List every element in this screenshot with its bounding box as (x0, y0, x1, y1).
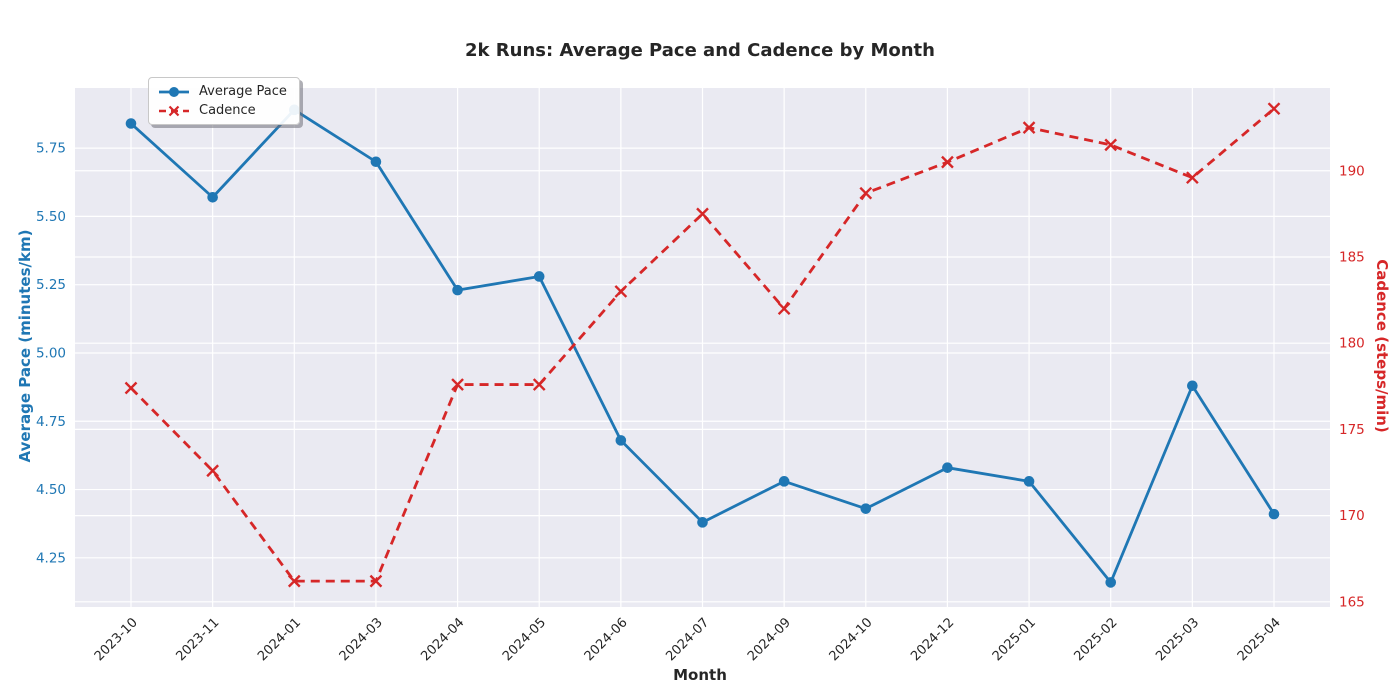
pace-marker (860, 503, 872, 514)
pace-marker (1187, 380, 1198, 392)
y-tick-label-right: 190 (1339, 163, 1365, 179)
y-tick-label-left: 5.00 (36, 345, 66, 361)
cadence-marker (124, 381, 138, 395)
pace-marker (370, 156, 382, 168)
y-tick-label-right: 185 (1339, 249, 1365, 265)
x-tick-label: 2024-07 (663, 615, 712, 664)
y-tick-label-right: 175 (1339, 422, 1365, 438)
legend-item-cadence: Cadence (157, 101, 287, 120)
legend-label-cadence: Cadence (199, 103, 256, 118)
pace-marker (1268, 508, 1280, 520)
pace-marker (533, 271, 545, 282)
pace-marker (697, 517, 708, 528)
x-tick-label: 2025-01 (990, 615, 1039, 664)
legend-item-average-pace: Average Pace (157, 82, 287, 101)
cadence-marker (696, 207, 709, 221)
y-tick-label-right: 165 (1339, 594, 1365, 610)
y-tick-label-left: 4.75 (36, 414, 66, 430)
pace-marker (778, 476, 790, 487)
y-tick-label-left: 5.50 (36, 209, 66, 225)
cadence-marker (451, 378, 464, 391)
x-tick-label: 2024-12 (908, 615, 957, 664)
x-tick-label: 2024-10 (827, 615, 876, 664)
cadence-marker (941, 155, 954, 169)
x-tick-label: 2024-09 (745, 615, 794, 664)
x-axis-label: Month (673, 666, 727, 684)
x-tick-label: 2024-05 (500, 615, 549, 664)
x-tick-label: 2024-03 (337, 615, 386, 664)
y-tick-label-left: 4.50 (36, 482, 66, 498)
cadence-marker (369, 574, 383, 588)
cadence-marker (614, 285, 628, 298)
cadence-marker (1186, 171, 1199, 185)
chart-title: 2k Runs: Average Pace and Cadence by Mon… (465, 40, 935, 61)
x-tick-label: 2024-06 (582, 615, 631, 664)
cadence-marker (859, 186, 873, 200)
legend: Average Pace Cadence (148, 77, 300, 125)
cadence-marker (287, 574, 301, 588)
cadence-marker (1104, 138, 1118, 152)
x-tick-label: 2024-04 (418, 615, 467, 664)
y-tick-label-left: 5.25 (36, 277, 66, 293)
pace-marker (125, 118, 137, 129)
y-axis-label-right: Cadence (steps/min) (1373, 259, 1391, 433)
y-axis-label-left: Average Pace (minutes/km) (16, 229, 34, 463)
cadence-marker (1022, 121, 1036, 135)
x-tick-label: 2025-02 (1072, 615, 1121, 664)
legend-label-average-pace: Average Pace (199, 84, 287, 99)
pace-marker (1023, 476, 1035, 487)
x-tick-label: 2025-03 (1153, 615, 1202, 664)
x-tick-label: 2025-04 (1235, 615, 1284, 664)
cadence-marker (206, 464, 219, 478)
pace-marker (207, 191, 218, 203)
cadence-marker (777, 302, 791, 316)
pace-marker (452, 284, 463, 296)
pace-line-swatch-icon (159, 86, 189, 97)
y-tick-label-right: 170 (1339, 508, 1365, 524)
pace-marker (615, 435, 627, 446)
y-tick-label-left: 5.75 (36, 141, 66, 157)
x-tick-label: 2023-10 (92, 615, 141, 664)
pace-marker (942, 462, 953, 473)
cadence-line-swatch-icon (159, 105, 189, 116)
x-tick-label: 2024-01 (255, 615, 304, 664)
cadence-marker (532, 378, 546, 391)
x-tick-label: 2023-11 (173, 615, 222, 664)
y-tick-label-right: 180 (1339, 336, 1365, 352)
cadence-marker (1267, 102, 1281, 116)
pace-marker (1105, 577, 1117, 588)
y-tick-label-left: 4.25 (36, 550, 66, 566)
